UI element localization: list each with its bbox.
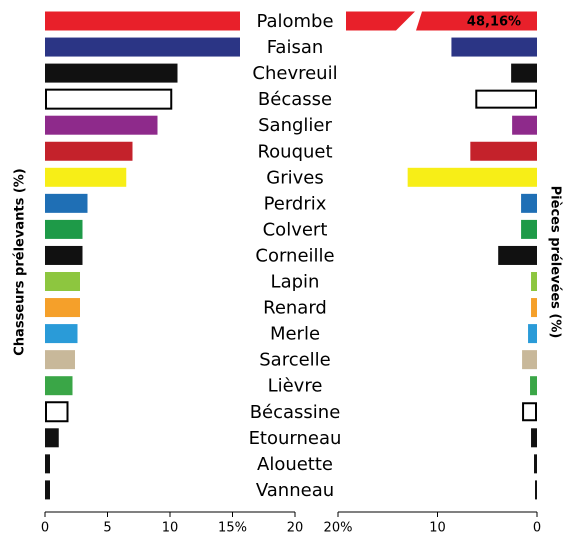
category-label: Bécasse (258, 89, 332, 110)
bar (451, 37, 537, 57)
bar (534, 454, 537, 474)
bar (45, 245, 83, 265)
bar (45, 298, 80, 318)
category-label: Lièvre (268, 376, 323, 397)
bar (45, 454, 50, 474)
bar (45, 428, 59, 448)
bar (530, 376, 537, 396)
bar (45, 88, 173, 110)
bar (45, 480, 50, 500)
bar (498, 245, 537, 265)
category-label: Corneille (255, 245, 334, 266)
category-label: Chevreuil (252, 63, 337, 84)
bar (522, 402, 538, 422)
category-label: Renard (263, 298, 327, 319)
bar (531, 272, 537, 291)
bar (475, 89, 537, 109)
category-label: Perdrix (264, 193, 327, 214)
bar (512, 115, 537, 135)
category-label: Bécassine (250, 402, 341, 423)
bar (346, 11, 415, 31)
bar (45, 11, 240, 31)
bar (407, 167, 537, 187)
category-label: Sarcelle (259, 350, 331, 371)
category-label: Faisan (267, 37, 324, 58)
bar (45, 193, 88, 213)
category-label: Merle (270, 324, 320, 345)
category-label: Colvert (263, 219, 328, 240)
category-label: Rouquet (257, 141, 332, 162)
right-axis-title: Pièces prélevées (%) (548, 186, 563, 339)
bar (45, 350, 75, 370)
category-label: Vanneau (256, 480, 334, 501)
bar (45, 376, 73, 396)
bar (531, 298, 537, 318)
x-tick-label: 20 (287, 521, 304, 535)
bar (45, 167, 127, 187)
bar (45, 37, 240, 57)
x-tick-label: 10 (429, 521, 446, 535)
x-tick-label: 5 (103, 521, 111, 535)
bar (45, 324, 78, 344)
category-label: Sanglier (258, 115, 332, 136)
x-tick-label: 0 (41, 521, 49, 535)
category-label: Grives (266, 167, 323, 188)
category-label: Lapin (271, 272, 320, 293)
left-axis-title: Chasseurs prélevants (%) (13, 168, 28, 355)
category-label: Alouette (257, 454, 333, 475)
bar (521, 219, 537, 239)
bar (45, 272, 80, 291)
bar (416, 11, 537, 31)
bar (511, 63, 537, 83)
bar (45, 141, 133, 161)
category-label: Palombe (256, 11, 333, 32)
category-label: Etourneau (249, 428, 342, 449)
value-label: 48,16% (467, 15, 521, 30)
bar (522, 350, 537, 370)
bar (470, 141, 537, 161)
bar (45, 63, 178, 83)
bar (528, 324, 537, 344)
x-tick-label: 20% (324, 521, 353, 535)
x-tick-label: 0 (533, 521, 541, 535)
bar (521, 193, 537, 213)
bar (535, 480, 537, 500)
bar (531, 428, 537, 448)
bar (45, 115, 158, 135)
x-tick-label: 15% (218, 521, 247, 535)
bar (45, 401, 69, 423)
bar (45, 219, 83, 239)
x-tick-label: 10 (162, 521, 179, 535)
